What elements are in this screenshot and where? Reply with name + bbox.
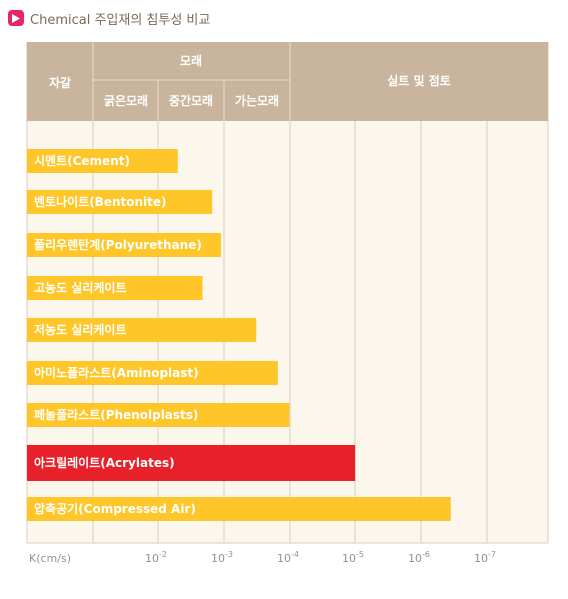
- bar-label: 시멘트(Cement): [34, 153, 130, 168]
- bar: [27, 318, 257, 342]
- bar-label: 고농도 실리케이트: [34, 280, 127, 295]
- bar: [27, 445, 356, 481]
- play-icon: [8, 10, 24, 26]
- bar: [27, 497, 451, 521]
- bar-label: 페놀플라스트(Phenolplasts): [34, 407, 198, 422]
- bar: [27, 190, 213, 214]
- bar: [27, 149, 178, 173]
- bar-label: 벤토나이트(Bentonite): [34, 194, 167, 209]
- bar-label: 저농도 실리케이트: [34, 322, 127, 337]
- x-ticks: 10-2 10-3 10-4 10-5 10-6 10-7: [145, 550, 496, 565]
- page-title: Chemical 주입재의 침투성 비교: [8, 8, 210, 28]
- x-tick-label: 10-2: [145, 550, 167, 565]
- bar-label: 압축공기(Compressed Air): [34, 501, 196, 516]
- bar: [27, 403, 290, 427]
- bar: [27, 233, 221, 257]
- header-sand: 모래: [180, 53, 202, 68]
- bar: [27, 361, 278, 385]
- header-coarse-sand: 굵은모래: [104, 93, 148, 108]
- bars: 시멘트(Cement) 벤토나이트(Bentonite) 폴리우렌탄계(Polyur…: [27, 149, 451, 521]
- bar-label: 폴리우렌탄계(Polyurethane): [34, 237, 202, 252]
- bar-label: 아크릴레이트(Acrylates): [34, 455, 175, 470]
- title-text: Chemical 주입재의 침투성 비교: [30, 12, 211, 28]
- header-gravel: 자갈: [49, 75, 71, 90]
- x-tick-label: 10-7: [474, 550, 496, 565]
- x-tick-label: 10-5: [342, 550, 364, 565]
- header-background: [27, 42, 548, 121]
- x-tick-label: 10-6: [408, 550, 430, 565]
- header-medium-sand: 중간모래: [169, 93, 213, 108]
- bar-label: 아미노플라스트(Aminoplast): [34, 365, 199, 380]
- x-axis-label: K(cm/s): [29, 552, 71, 565]
- x-tick-label: 10-3: [211, 550, 233, 565]
- header-silt-clay: 실트 및 점토: [387, 73, 451, 88]
- header-fine-sand: 가는모래: [235, 93, 279, 108]
- x-tick-label: 10-4: [277, 550, 299, 565]
- bar: [27, 276, 203, 300]
